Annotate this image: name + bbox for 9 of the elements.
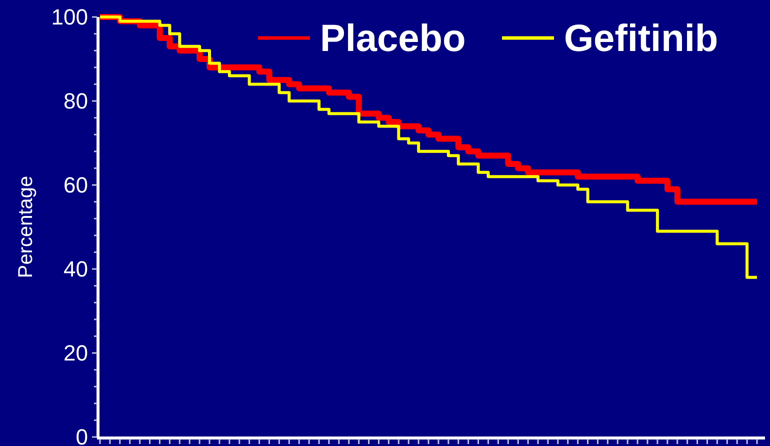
y-axis-title: Percentage bbox=[15, 176, 37, 278]
y-tick-label: 60 bbox=[64, 172, 88, 198]
legend-label: Placebo bbox=[320, 18, 466, 60]
y-tick-label: 0 bbox=[76, 424, 88, 446]
y-tick-label: 20 bbox=[64, 340, 88, 366]
y-tick-label: 100 bbox=[51, 4, 88, 30]
legend-label: Gefitinib bbox=[564, 18, 718, 60]
y-tick-label: 80 bbox=[64, 88, 88, 114]
y-tick-label: 40 bbox=[64, 256, 88, 282]
